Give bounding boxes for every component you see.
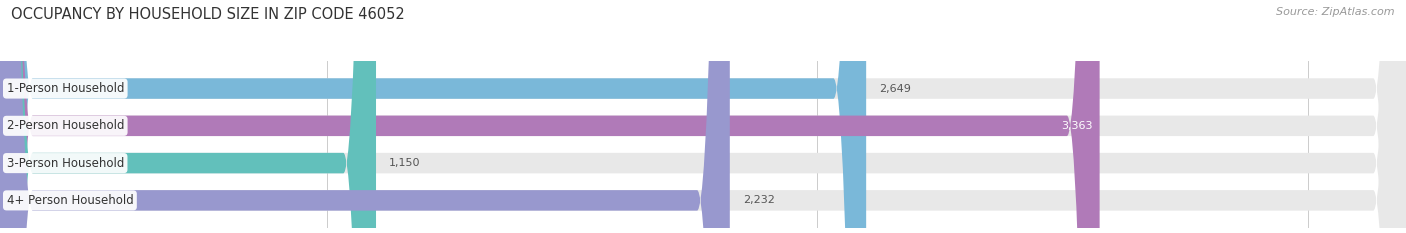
FancyBboxPatch shape — [0, 0, 866, 233]
FancyBboxPatch shape — [0, 0, 375, 233]
FancyBboxPatch shape — [0, 0, 730, 233]
FancyBboxPatch shape — [0, 0, 1099, 233]
Text: 1-Person Household: 1-Person Household — [7, 82, 124, 95]
Text: 1,150: 1,150 — [389, 158, 420, 168]
Text: OCCUPANCY BY HOUSEHOLD SIZE IN ZIP CODE 46052: OCCUPANCY BY HOUSEHOLD SIZE IN ZIP CODE … — [11, 7, 405, 22]
Text: 2-Person Household: 2-Person Household — [7, 119, 124, 132]
Text: Source: ZipAtlas.com: Source: ZipAtlas.com — [1277, 7, 1395, 17]
Text: 3,363: 3,363 — [1062, 121, 1092, 131]
Text: 3-Person Household: 3-Person Household — [7, 157, 124, 170]
Text: 2,232: 2,232 — [742, 195, 775, 205]
Text: 4+ Person Household: 4+ Person Household — [7, 194, 134, 207]
Text: 2,649: 2,649 — [879, 84, 911, 93]
